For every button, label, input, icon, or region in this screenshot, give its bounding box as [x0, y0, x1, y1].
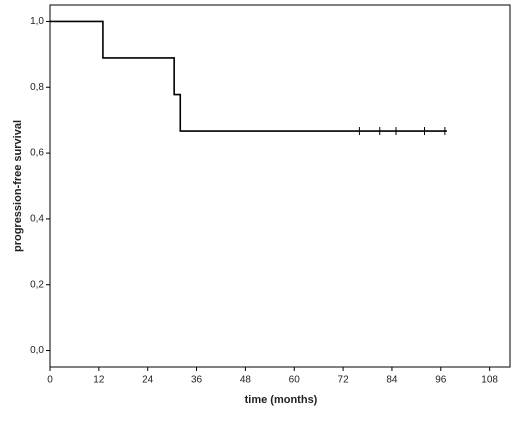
y-tick-label: 0,2: [30, 279, 44, 290]
x-tick-label: 48: [240, 375, 252, 386]
y-axis-title: progression-free survival: [12, 120, 24, 252]
x-tick-label: 0: [47, 375, 53, 386]
x-tick-label: 108: [481, 375, 498, 386]
y-tick-label: 0,4: [30, 214, 44, 225]
y-tick-label: 1,0: [30, 16, 44, 27]
x-axis-title: time (months): [245, 394, 318, 406]
y-tick-label: 0,0: [30, 345, 44, 356]
x-tick-label: 72: [338, 375, 350, 386]
survival-curve: [50, 20, 447, 132]
y-tick-label: 0,8: [30, 82, 44, 93]
plot-frame: [49, 4, 511, 368]
x-tick-label: 36: [191, 375, 203, 386]
x-tick-label: 24: [142, 375, 154, 386]
x-tick-label: 60: [289, 375, 301, 386]
x-tick-label: 96: [435, 375, 447, 386]
y-tick-label: 0,6: [30, 148, 44, 159]
x-tick-label: 84: [386, 375, 398, 386]
x-tick-label: 12: [93, 375, 105, 386]
